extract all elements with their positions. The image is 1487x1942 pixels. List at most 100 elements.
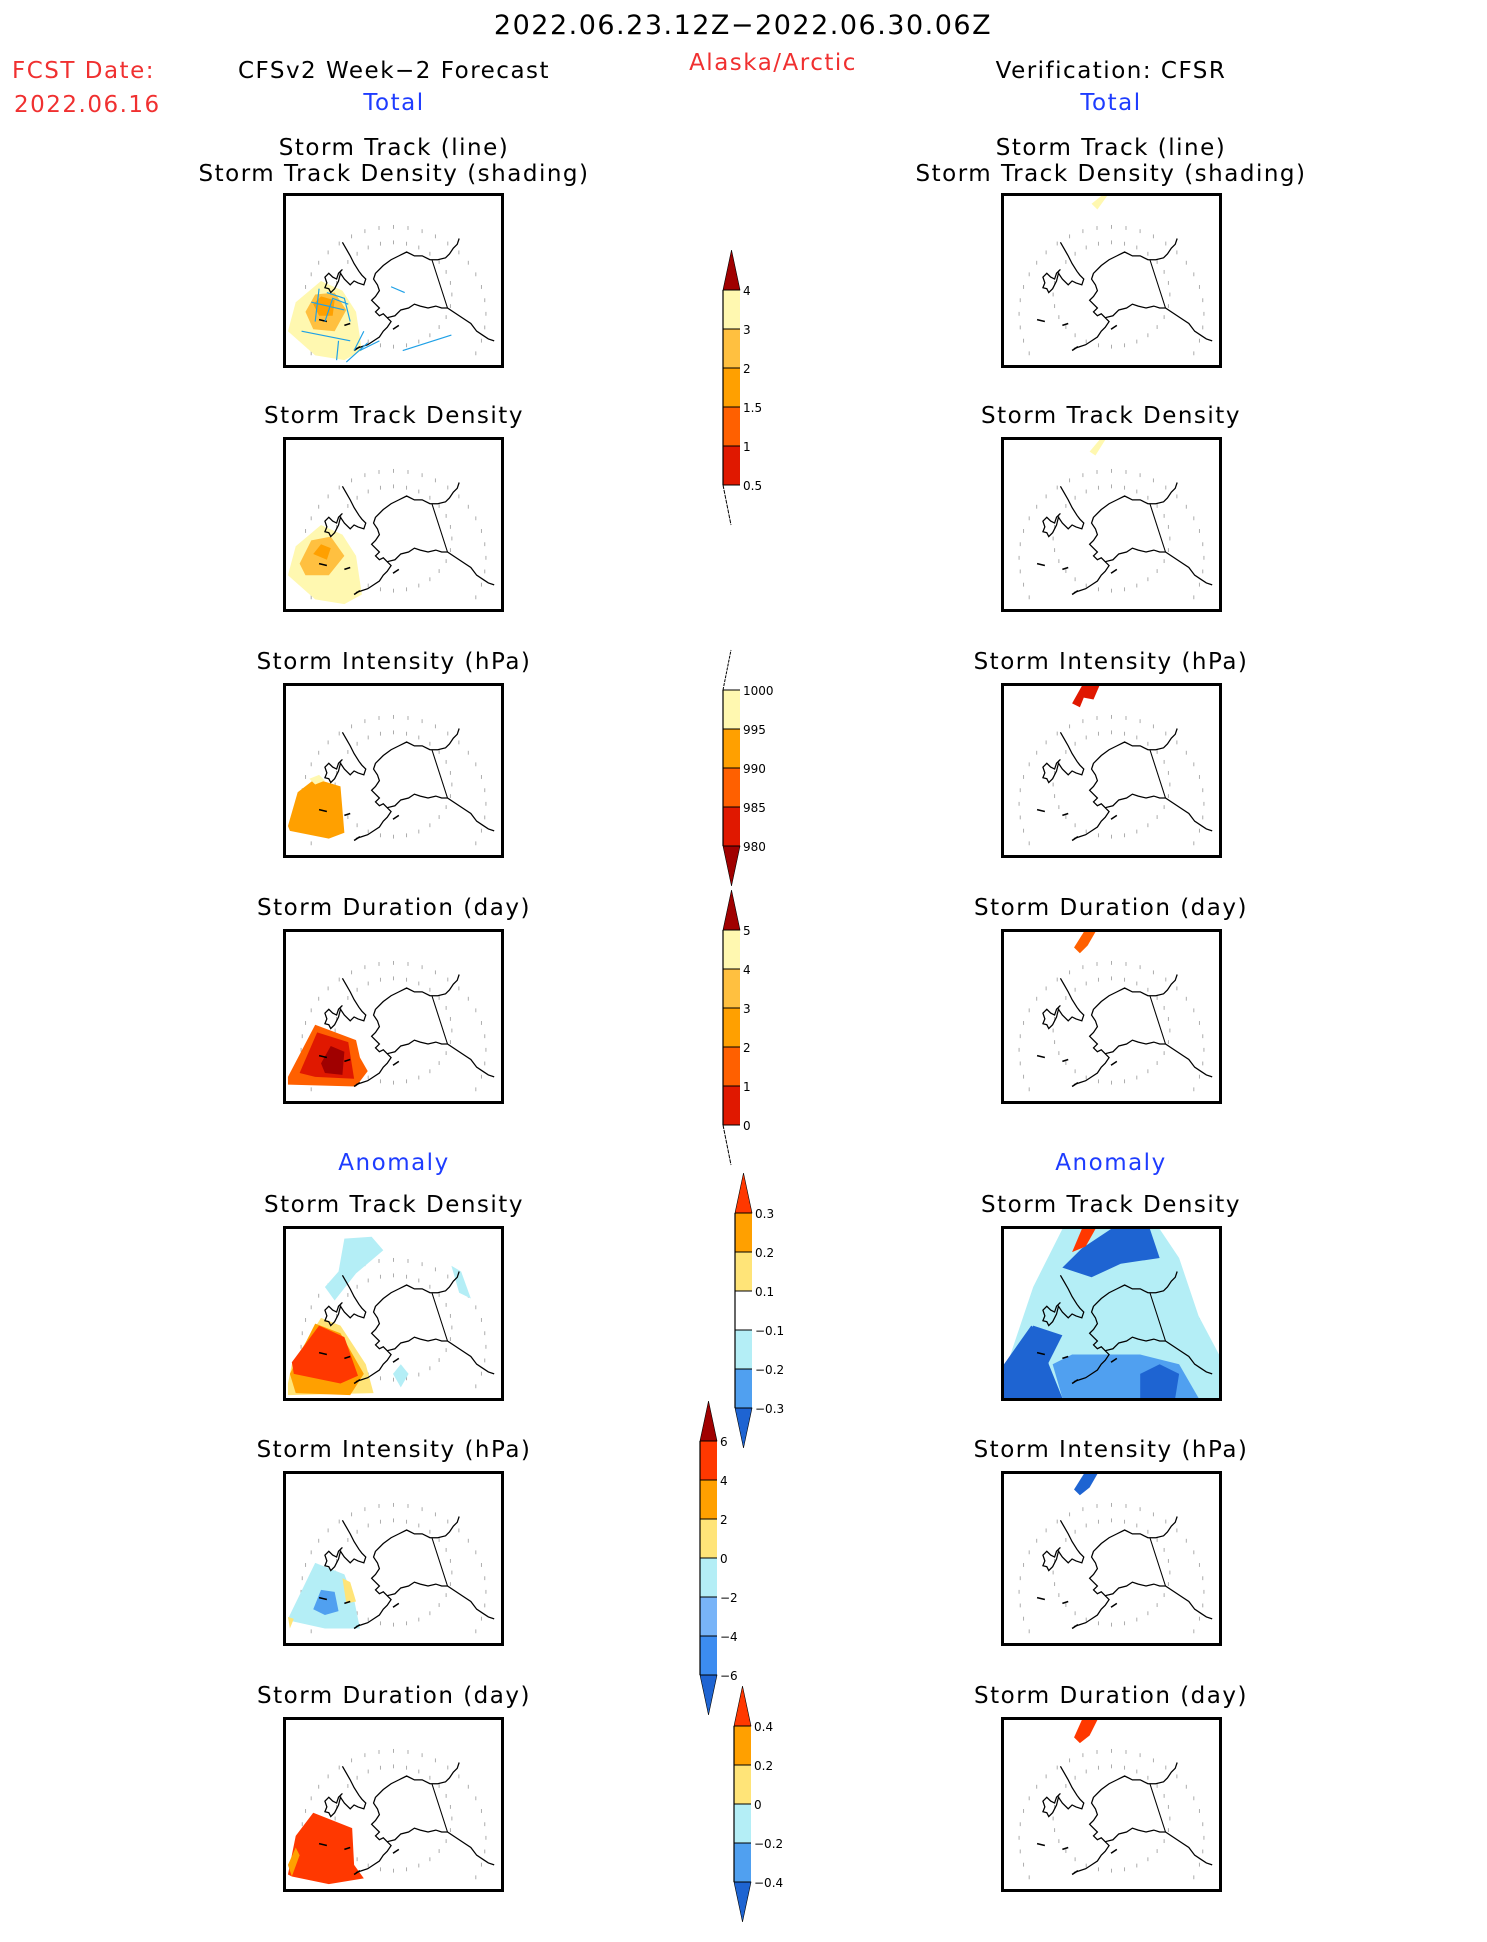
colorbar-top-arrow	[733, 1685, 752, 1727]
fcst-date-label: FCST Date:	[12, 58, 155, 84]
colorbar-segment	[700, 1597, 717, 1636]
map-panel-verification-total-0	[1001, 193, 1222, 368]
colorbar-segment	[723, 690, 740, 729]
colorbar-segment	[700, 1558, 717, 1597]
colorbar-tick-label: 6	[720, 1435, 728, 1449]
colorbar-tick-label: −4	[720, 1630, 738, 1644]
colorbar-tick-label: −0.4	[754, 1876, 783, 1890]
map-panel-verification-anomaly-6	[1001, 1717, 1222, 1892]
colorbar-segment	[723, 368, 740, 407]
map-panel-verification-anomaly-4	[1001, 1226, 1222, 1401]
colorbar-density: 0.5 1 1.5 2 3 4	[722, 249, 762, 526]
colorbar-tick-label: 0.1	[755, 1285, 774, 1299]
panel-title: Storm Intensity (hPa)	[256, 1437, 532, 1463]
colorbar-top-arrow	[722, 249, 741, 291]
colorbar-tick-label: 1	[743, 440, 751, 454]
colorbar-tick-label: 1.5	[743, 401, 762, 415]
panel-title: Storm Intensity (hPa)	[973, 1437, 1249, 1463]
colorbar-segment	[723, 768, 740, 807]
colorbar-tick-label: −0.3	[755, 1402, 784, 1416]
colorbar-segment	[723, 930, 740, 969]
panel-title: Storm Track Density (shading)	[198, 161, 590, 187]
colorbar-tail	[722, 484, 732, 526]
panel-title: Storm Track (line)	[278, 135, 510, 161]
colorbar-segment	[723, 1086, 740, 1125]
panel-title: Storm Track Density	[264, 403, 524, 429]
left-total-label: Total	[363, 90, 425, 116]
colorbar-tick-label: 3	[743, 323, 751, 337]
colorbar-segment	[723, 329, 740, 368]
colorbar-tick-label: 0.4	[754, 1720, 773, 1734]
colorbar-tick-label: −0.1	[755, 1324, 784, 1338]
region-label: Alaska/Arctic	[689, 50, 857, 76]
colorbar-tick-label: 0	[720, 1552, 728, 1566]
colorbar-tail	[722, 1124, 732, 1166]
panel-title: Storm Duration (day)	[257, 895, 531, 921]
colorbar-tick-label: 0.2	[754, 1759, 773, 1773]
panel-title: Storm Track Density	[981, 1192, 1241, 1218]
colorbar-tick-label: −0.2	[755, 1363, 784, 1377]
colorbar-tick-label: −2	[720, 1591, 738, 1605]
colorbar-tick-label: 4	[743, 284, 751, 298]
right-column-title: Verification: CFSR	[995, 58, 1227, 84]
panel-title: Storm Track (line)	[995, 135, 1227, 161]
colorbar-segment	[735, 1330, 752, 1369]
right-total-label: Total	[1080, 90, 1142, 116]
panel-title: Storm Intensity (hPa)	[256, 649, 532, 675]
map-panel-forecast-total-1	[283, 437, 504, 612]
colorbar-segment	[723, 407, 740, 446]
colorbar-duration: 0 1 2 3 4 5	[722, 889, 751, 1166]
colorbar-segment	[723, 969, 740, 1008]
colorbar-tick-label: −6	[720, 1669, 738, 1683]
map-panel-verification-total-3	[1001, 929, 1222, 1104]
colorbar-segment	[700, 1519, 717, 1558]
colorbar-tick-label: 0	[743, 1119, 751, 1133]
colorbar-tick-label: 0.5	[743, 479, 762, 493]
map-panel-verification-total-2	[1001, 683, 1222, 858]
colorbar-segment	[700, 1480, 717, 1519]
colorbar-tick-label: 990	[743, 762, 766, 776]
colorbar-tick-label: −0.2	[754, 1837, 783, 1851]
colorbar-top-arrow	[722, 889, 741, 931]
colorbar-segment	[734, 1804, 751, 1843]
colorbar-tick-label: 2	[743, 362, 751, 376]
panel-title: Storm Duration (day)	[974, 1683, 1248, 1709]
colorbar-segment	[735, 1291, 752, 1330]
colorbar-top-arrow	[734, 1172, 753, 1214]
map-panel-forecast-anomaly-6	[283, 1717, 504, 1892]
colorbar-tick-label: 995	[743, 723, 766, 737]
right-anomaly-label: Anomaly	[1055, 1150, 1167, 1176]
panel-title: Storm Duration (day)	[974, 895, 1248, 921]
map-panel-forecast-total-2	[283, 683, 504, 858]
colorbar-tick-label: 5	[743, 924, 751, 938]
colorbar-tick-label: 2	[743, 1041, 751, 1055]
colorbar-segment	[734, 1726, 751, 1765]
colorbar-segment	[735, 1369, 752, 1408]
colorbar-top-arrow	[699, 1400, 718, 1442]
colorbar-bottom-arrow	[733, 1881, 752, 1923]
colorbar-segment	[735, 1252, 752, 1291]
colorbar-tick-label: 980	[743, 840, 766, 854]
colorbar-segment	[723, 729, 740, 768]
panel-title: Storm Intensity (hPa)	[973, 649, 1249, 675]
colorbar-segment	[723, 1008, 740, 1047]
map-panel-verification-total-1	[1001, 437, 1222, 612]
colorbar-segment	[734, 1765, 751, 1804]
colorbar-segment	[734, 1843, 751, 1882]
colorbar-tick-label: 1000	[743, 684, 774, 698]
fcst-date-value: 2022.06.16	[14, 92, 161, 118]
colorbar-segment	[723, 807, 740, 846]
panel-title: Storm Track Density	[981, 403, 1241, 429]
colorbar-tick-label: 2	[720, 1513, 728, 1527]
colorbar-segment	[700, 1441, 717, 1480]
colorbar-duration_anomaly: 0.4 0.2 0 −0.2 −0.4	[733, 1685, 783, 1923]
colorbar-tick-label: 4	[720, 1474, 728, 1488]
map-panel-forecast-total-0	[283, 193, 504, 368]
colorbar-density_anomaly: 0.3 0.2 0.1 −0.1 −0.2 −0.3	[734, 1172, 784, 1449]
map-panel-forecast-anomaly-5	[283, 1471, 504, 1646]
colorbar-intensity_anomaly: 6 4 2 0 −2 −4 −6	[699, 1400, 738, 1716]
left-anomaly-label: Anomaly	[338, 1150, 450, 1176]
colorbar-tick-label: 3	[743, 1002, 751, 1016]
panel-title: Storm Duration (day)	[257, 1683, 531, 1709]
colorbar-tick-label: 0	[754, 1798, 762, 1812]
